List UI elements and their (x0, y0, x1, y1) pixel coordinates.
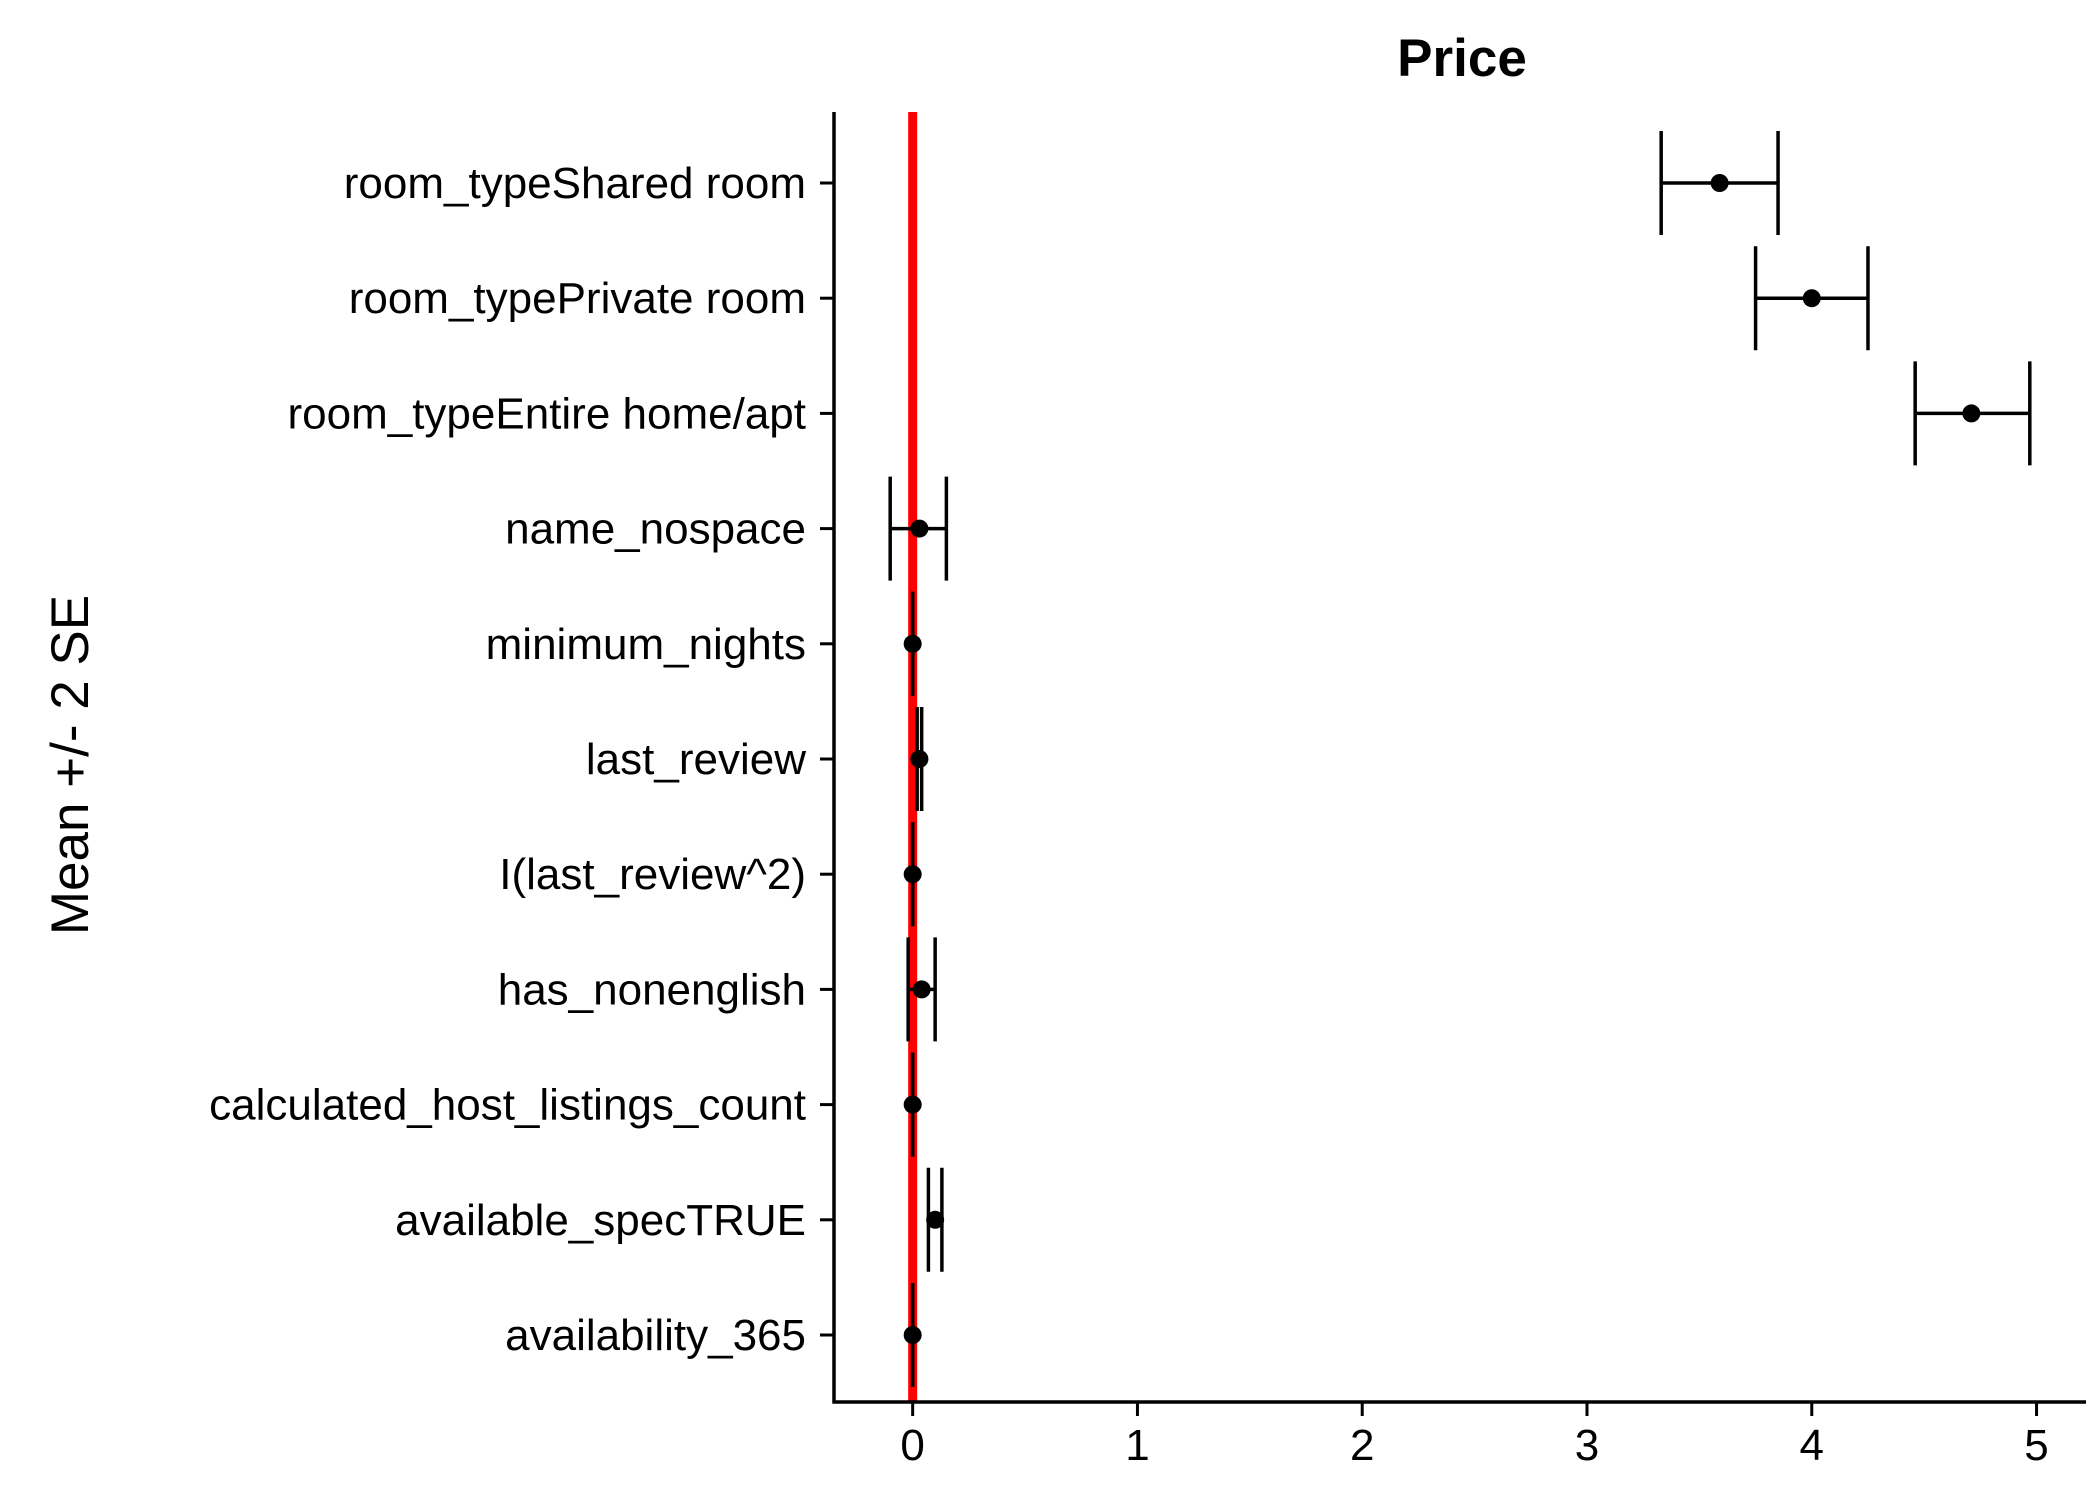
y-tick-label: name_nospace (505, 505, 806, 554)
y-tick-label: minimum_nights (486, 620, 806, 669)
chart-title: Price (1397, 29, 1527, 88)
mean-point (910, 519, 929, 538)
mean-point (903, 865, 922, 884)
y-tick-label: calculated_host_listings_count (209, 1081, 806, 1130)
mean-point (1710, 174, 1729, 192)
mean-point (910, 750, 929, 768)
mean-point (912, 980, 931, 999)
y-tick-label: room_typeEntire home/apt (287, 389, 806, 438)
x-tick-label: 1 (1125, 1421, 1149, 1470)
y-tick-label: last_review (586, 735, 806, 784)
x-tick-label: 0 (900, 1421, 924, 1470)
mean-point (1962, 404, 1981, 423)
x-tick-label: 4 (1800, 1421, 1824, 1470)
y-tick-label: available_specTRUE (395, 1196, 806, 1245)
y-tick-label: availability_365 (505, 1311, 806, 1360)
y-axis-label: Mean +/- 2 SE (41, 595, 100, 935)
mean-point (903, 1326, 922, 1344)
mean-point (903, 634, 922, 653)
y-tick-label: room_typePrivate room (349, 274, 806, 323)
x-tick-label: 3 (1575, 1421, 1599, 1470)
mean-point (1802, 289, 1821, 308)
mean-point (903, 1095, 922, 1114)
x-tick-label: 2 (1350, 1421, 1374, 1470)
y-tick-label: I(last_review^2) (499, 850, 806, 899)
y-tick-label: has_nonenglish (498, 965, 806, 1014)
mean-point (926, 1210, 945, 1229)
x-tick-label: 5 (2024, 1421, 2048, 1470)
y-tick-label: room_typeShared room (344, 159, 806, 208)
